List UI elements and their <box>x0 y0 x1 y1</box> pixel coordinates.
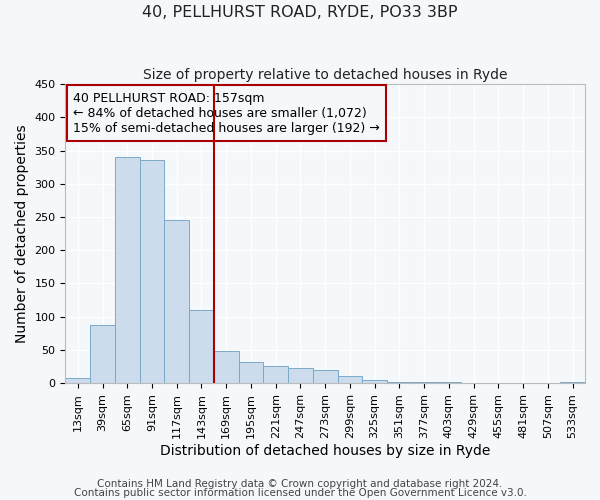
Bar <box>239 362 263 383</box>
Y-axis label: Number of detached properties: Number of detached properties <box>15 124 29 343</box>
Title: Size of property relative to detached houses in Ryde: Size of property relative to detached ho… <box>143 68 508 82</box>
Bar <box>362 380 387 383</box>
Bar <box>214 350 239 383</box>
Bar <box>338 376 362 383</box>
Bar <box>412 382 437 383</box>
Text: 40 PELLHURST ROAD: 157sqm
← 84% of detached houses are smaller (1,072)
15% of se: 40 PELLHURST ROAD: 157sqm ← 84% of detac… <box>73 92 380 134</box>
Bar <box>263 366 288 383</box>
Bar <box>140 160 164 383</box>
Bar <box>288 368 313 383</box>
Text: 40, PELLHURST ROAD, RYDE, PO33 3BP: 40, PELLHURST ROAD, RYDE, PO33 3BP <box>142 5 458 20</box>
Bar <box>65 378 90 383</box>
Text: Contains HM Land Registry data © Crown copyright and database right 2024.: Contains HM Land Registry data © Crown c… <box>97 479 503 489</box>
Bar <box>313 370 338 383</box>
Bar <box>164 220 189 383</box>
Bar <box>387 382 412 383</box>
Bar <box>115 157 140 383</box>
Bar <box>189 310 214 383</box>
Text: Contains public sector information licensed under the Open Government Licence v3: Contains public sector information licen… <box>74 488 526 498</box>
X-axis label: Distribution of detached houses by size in Ryde: Distribution of detached houses by size … <box>160 444 490 458</box>
Bar <box>437 382 461 383</box>
Bar <box>90 324 115 383</box>
Bar <box>560 382 585 383</box>
